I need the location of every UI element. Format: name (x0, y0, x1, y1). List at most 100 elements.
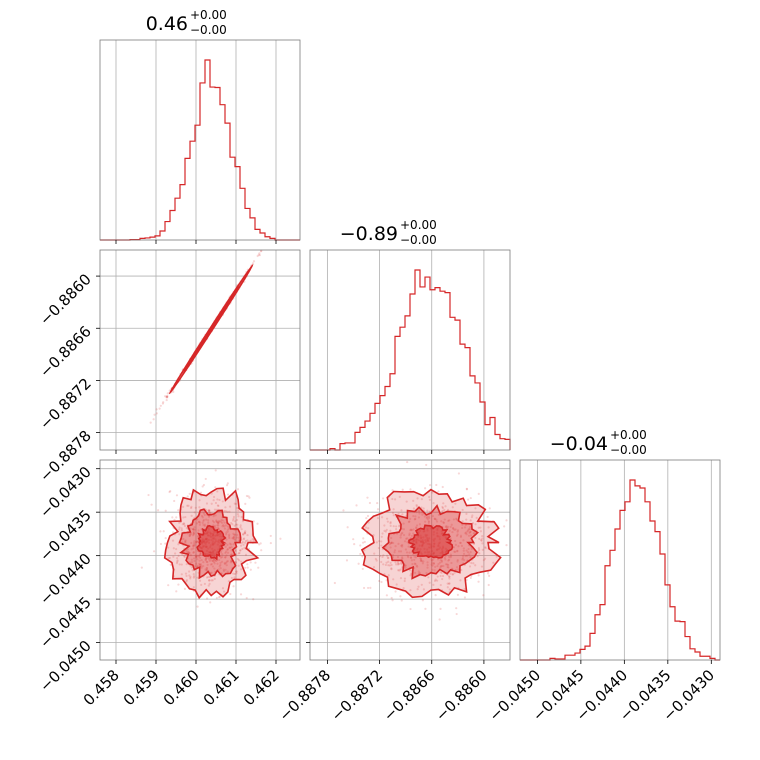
sample-point (192, 551, 195, 554)
sample-point (181, 553, 184, 556)
sample-point (395, 528, 398, 531)
sample-point (198, 506, 201, 509)
sample-point (345, 559, 349, 562)
sample-point (189, 533, 192, 536)
sample-point (172, 390, 175, 393)
sample-point (462, 552, 466, 555)
sample-point (177, 543, 180, 546)
sample-point (401, 543, 404, 547)
sample-point (175, 590, 178, 593)
sample-point (406, 554, 409, 557)
sample-point (193, 526, 196, 529)
sample-point (440, 559, 444, 562)
sample-point (235, 570, 238, 573)
sample-point (155, 408, 158, 411)
sample-point (221, 587, 225, 590)
sample-point (395, 525, 398, 528)
sample-point (192, 530, 195, 533)
sample-point (400, 544, 403, 547)
sample-point (256, 254, 259, 258)
sample-point (425, 571, 428, 575)
sample-point (401, 557, 404, 560)
sample-point (233, 538, 236, 541)
sample-point (408, 569, 412, 572)
sample-point (414, 571, 417, 574)
sample-point (463, 526, 467, 529)
sample-point (484, 546, 487, 550)
sample-point (198, 563, 201, 566)
sample-point (192, 545, 195, 548)
sample-point (158, 407, 161, 410)
sample-point (183, 587, 187, 590)
sample-point (252, 539, 256, 542)
sample-point (217, 522, 220, 525)
sample-point (204, 556, 208, 560)
sample-point (188, 574, 191, 577)
sample-point (389, 524, 392, 528)
sample-point (192, 544, 195, 547)
sample-point (220, 521, 224, 524)
sample-point (446, 565, 449, 569)
sample-point (415, 504, 418, 507)
sample-point (391, 497, 394, 501)
sample-point (207, 575, 210, 579)
sample-point (226, 528, 229, 531)
scatter-1-2 (333, 460, 508, 621)
sample-point (190, 560, 194, 564)
sample-point (185, 580, 188, 583)
sample-point (225, 484, 229, 487)
sample-point (427, 520, 431, 523)
sample-point (140, 566, 143, 569)
panel-title-1: −0.89 +0.00−0.00 (340, 218, 437, 247)
sample-point (421, 562, 424, 565)
sample-point (225, 531, 228, 534)
sample-point (242, 533, 245, 536)
sample-point (225, 561, 228, 564)
sample-point (192, 533, 195, 536)
sample-point (228, 510, 231, 513)
sample-point (205, 566, 209, 570)
sample-point (227, 527, 231, 530)
sample-point (357, 562, 360, 565)
sample-point (474, 564, 477, 567)
sample-point (200, 514, 204, 518)
sample-point (166, 392, 169, 395)
sample-point (478, 537, 481, 540)
sample-point (462, 539, 465, 542)
sample-point (198, 523, 201, 526)
sample-point (449, 572, 452, 575)
sample-point (455, 518, 458, 521)
sample-point (443, 556, 446, 559)
sample-point (381, 497, 385, 500)
sample-point (225, 560, 228, 563)
sample-point (433, 569, 436, 572)
sample-point (249, 561, 252, 564)
sample-point (230, 560, 233, 563)
sample-point (433, 517, 436, 520)
sample-point (213, 577, 216, 580)
sample-point (218, 498, 221, 502)
sample-point (258, 252, 261, 255)
sample-point (394, 561, 397, 564)
sample-point (466, 551, 470, 554)
sample-point (234, 548, 237, 552)
sample-point (243, 531, 246, 534)
sample-point (409, 556, 413, 559)
sample-point (235, 572, 238, 575)
sample-point (457, 545, 460, 548)
sample-point (184, 572, 188, 575)
sample-point (435, 483, 438, 487)
sample-point (449, 553, 452, 556)
sample-point (448, 575, 451, 578)
sample-point (412, 528, 415, 531)
sample-point (212, 495, 216, 499)
sample-point (184, 541, 187, 544)
sample-point (205, 569, 208, 572)
sample-point (210, 492, 213, 495)
sample-point (177, 583, 180, 586)
sample-point (361, 555, 364, 558)
sample-point (437, 513, 440, 516)
sample-point (202, 512, 205, 515)
sample-point (173, 499, 176, 503)
sample-point (232, 537, 235, 540)
